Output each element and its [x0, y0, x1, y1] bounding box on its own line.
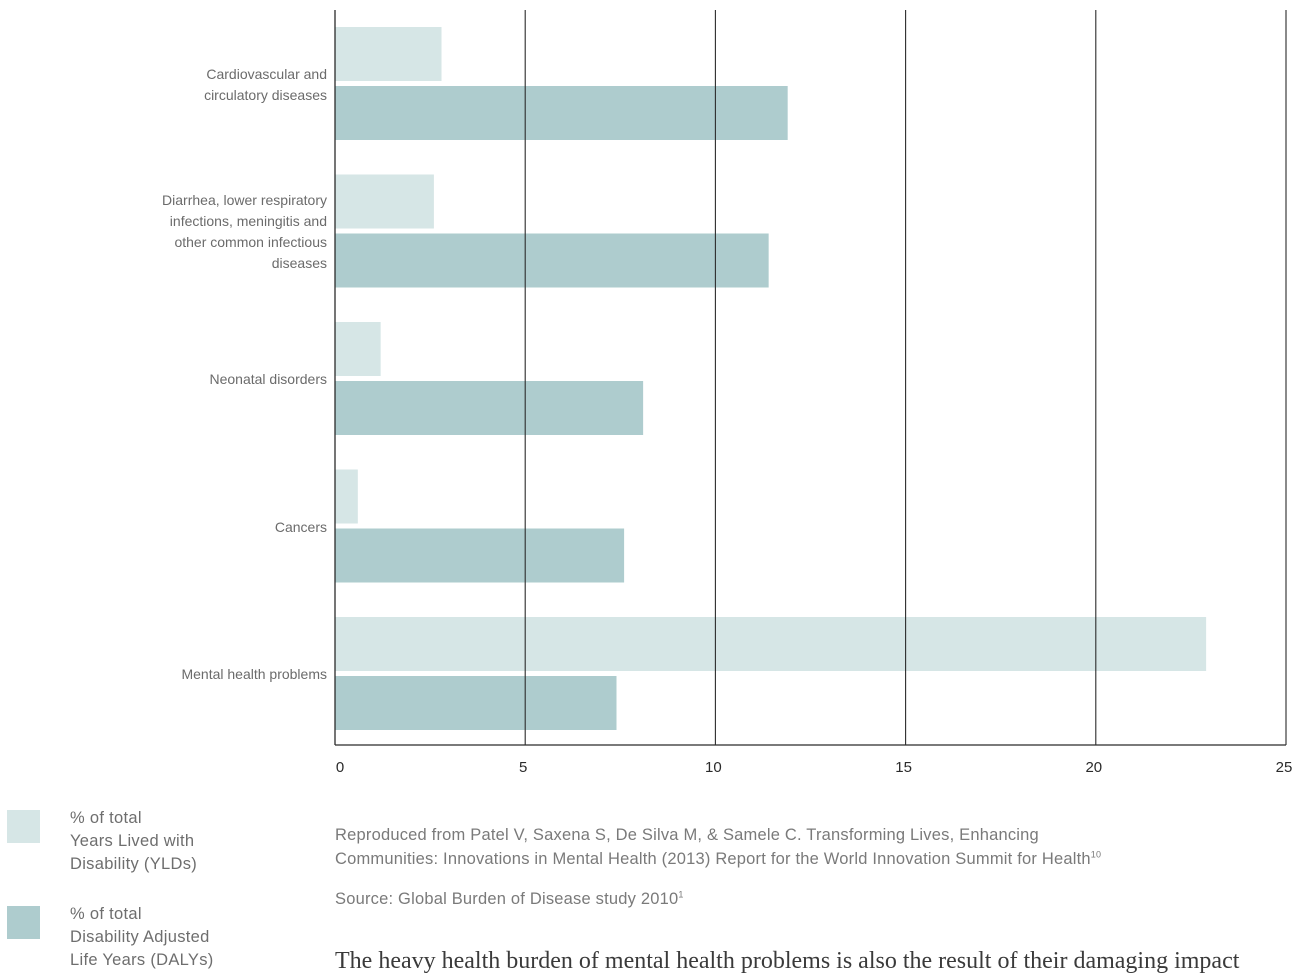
- bar-yld-4: [335, 617, 1207, 671]
- legend-label-yld: % of total Years Lived with Disability (…: [70, 807, 270, 876]
- legend-swatch-daly: [7, 906, 40, 939]
- bar-daly-2: [335, 381, 644, 435]
- category-label-line: diseases: [271, 255, 327, 271]
- reference-superscript: 1: [678, 889, 684, 900]
- reproduction-note-text: Communities: Innovations in Mental Healt…: [335, 850, 1091, 868]
- legend-line: Life Years (DALYs): [70, 951, 214, 969]
- category-label-line: Mental health problems: [181, 666, 327, 682]
- reference-superscript: 10: [1090, 849, 1102, 860]
- source-note-text: Source: Global Burden of Disease study 2…: [335, 890, 679, 908]
- legend-line: % of total: [70, 809, 142, 827]
- bar-chart: 0 5 10 15 20 25: [334, 10, 1293, 776]
- legend-line: Disability (YLDs): [70, 855, 198, 873]
- bar-yld-3: [335, 469, 358, 524]
- category-label-line: other common infectious: [174, 234, 327, 250]
- category-label-line: circulatory diseases: [204, 87, 327, 103]
- bar-yld-0: [335, 27, 442, 81]
- legend-line: % of total: [70, 905, 142, 923]
- body-paragraph: The heavy health burden of mental health…: [335, 948, 1240, 974]
- category-label-cancers: Cancers: [7, 517, 327, 538]
- legend-line: Disability Adjusted: [70, 928, 210, 946]
- x-tick-label-15: 15: [895, 759, 912, 776]
- legend-line: Years Lived with: [70, 832, 195, 850]
- reproduction-note-line: Reproduced from Patel V, Saxena S, De Si…: [335, 826, 1039, 844]
- bar-daly-4: [335, 676, 617, 730]
- bar-yld-1: [335, 174, 434, 229]
- reproduction-note: Reproduced from Patel V, Saxena S, De Si…: [335, 823, 1295, 871]
- category-label-line: Neonatal disorders: [209, 371, 327, 387]
- series-yld-bars: [335, 27, 1207, 671]
- x-tick-label-0: 0: [336, 759, 344, 776]
- gridlines: [334, 10, 1287, 746]
- x-tick-label-25: 25: [1276, 759, 1293, 776]
- x-tick-label-5: 5: [519, 759, 527, 776]
- category-label-line: Cardiovascular and: [206, 66, 327, 82]
- x-tick-label-20: 20: [1085, 759, 1102, 776]
- category-label-infectious-diseases: Diarrhea, lower respiratory infections, …: [7, 190, 327, 274]
- series-daly-bars: [335, 86, 788, 730]
- bar-daly-3: [335, 528, 625, 583]
- x-tick-label-10: 10: [705, 759, 722, 776]
- category-label-mental-health: Mental health problems: [7, 664, 327, 685]
- category-label-line: infections, meningitis and: [169, 213, 327, 229]
- category-label-neonatal: Neonatal disorders: [7, 369, 327, 390]
- category-label-cardiovascular: Cardiovascular and circulatory diseases: [7, 64, 327, 106]
- x-axis-tick-labels: 0 5 10 15 20 25: [336, 759, 1293, 776]
- bar-daly-1: [335, 233, 769, 288]
- legend-swatch-yld: [7, 810, 40, 843]
- bar-daly-0: [335, 86, 788, 140]
- legend-label-daly: % of total Disability Adjusted Life Year…: [70, 903, 270, 972]
- reproduction-note-line: Communities: Innovations in Mental Healt…: [335, 847, 1295, 871]
- source-note: Source: Global Burden of Disease study 2…: [335, 887, 1295, 911]
- category-label-line: Diarrhea, lower respiratory: [162, 192, 327, 208]
- bar-yld-2: [335, 322, 381, 376]
- category-label-line: Cancers: [274, 519, 327, 535]
